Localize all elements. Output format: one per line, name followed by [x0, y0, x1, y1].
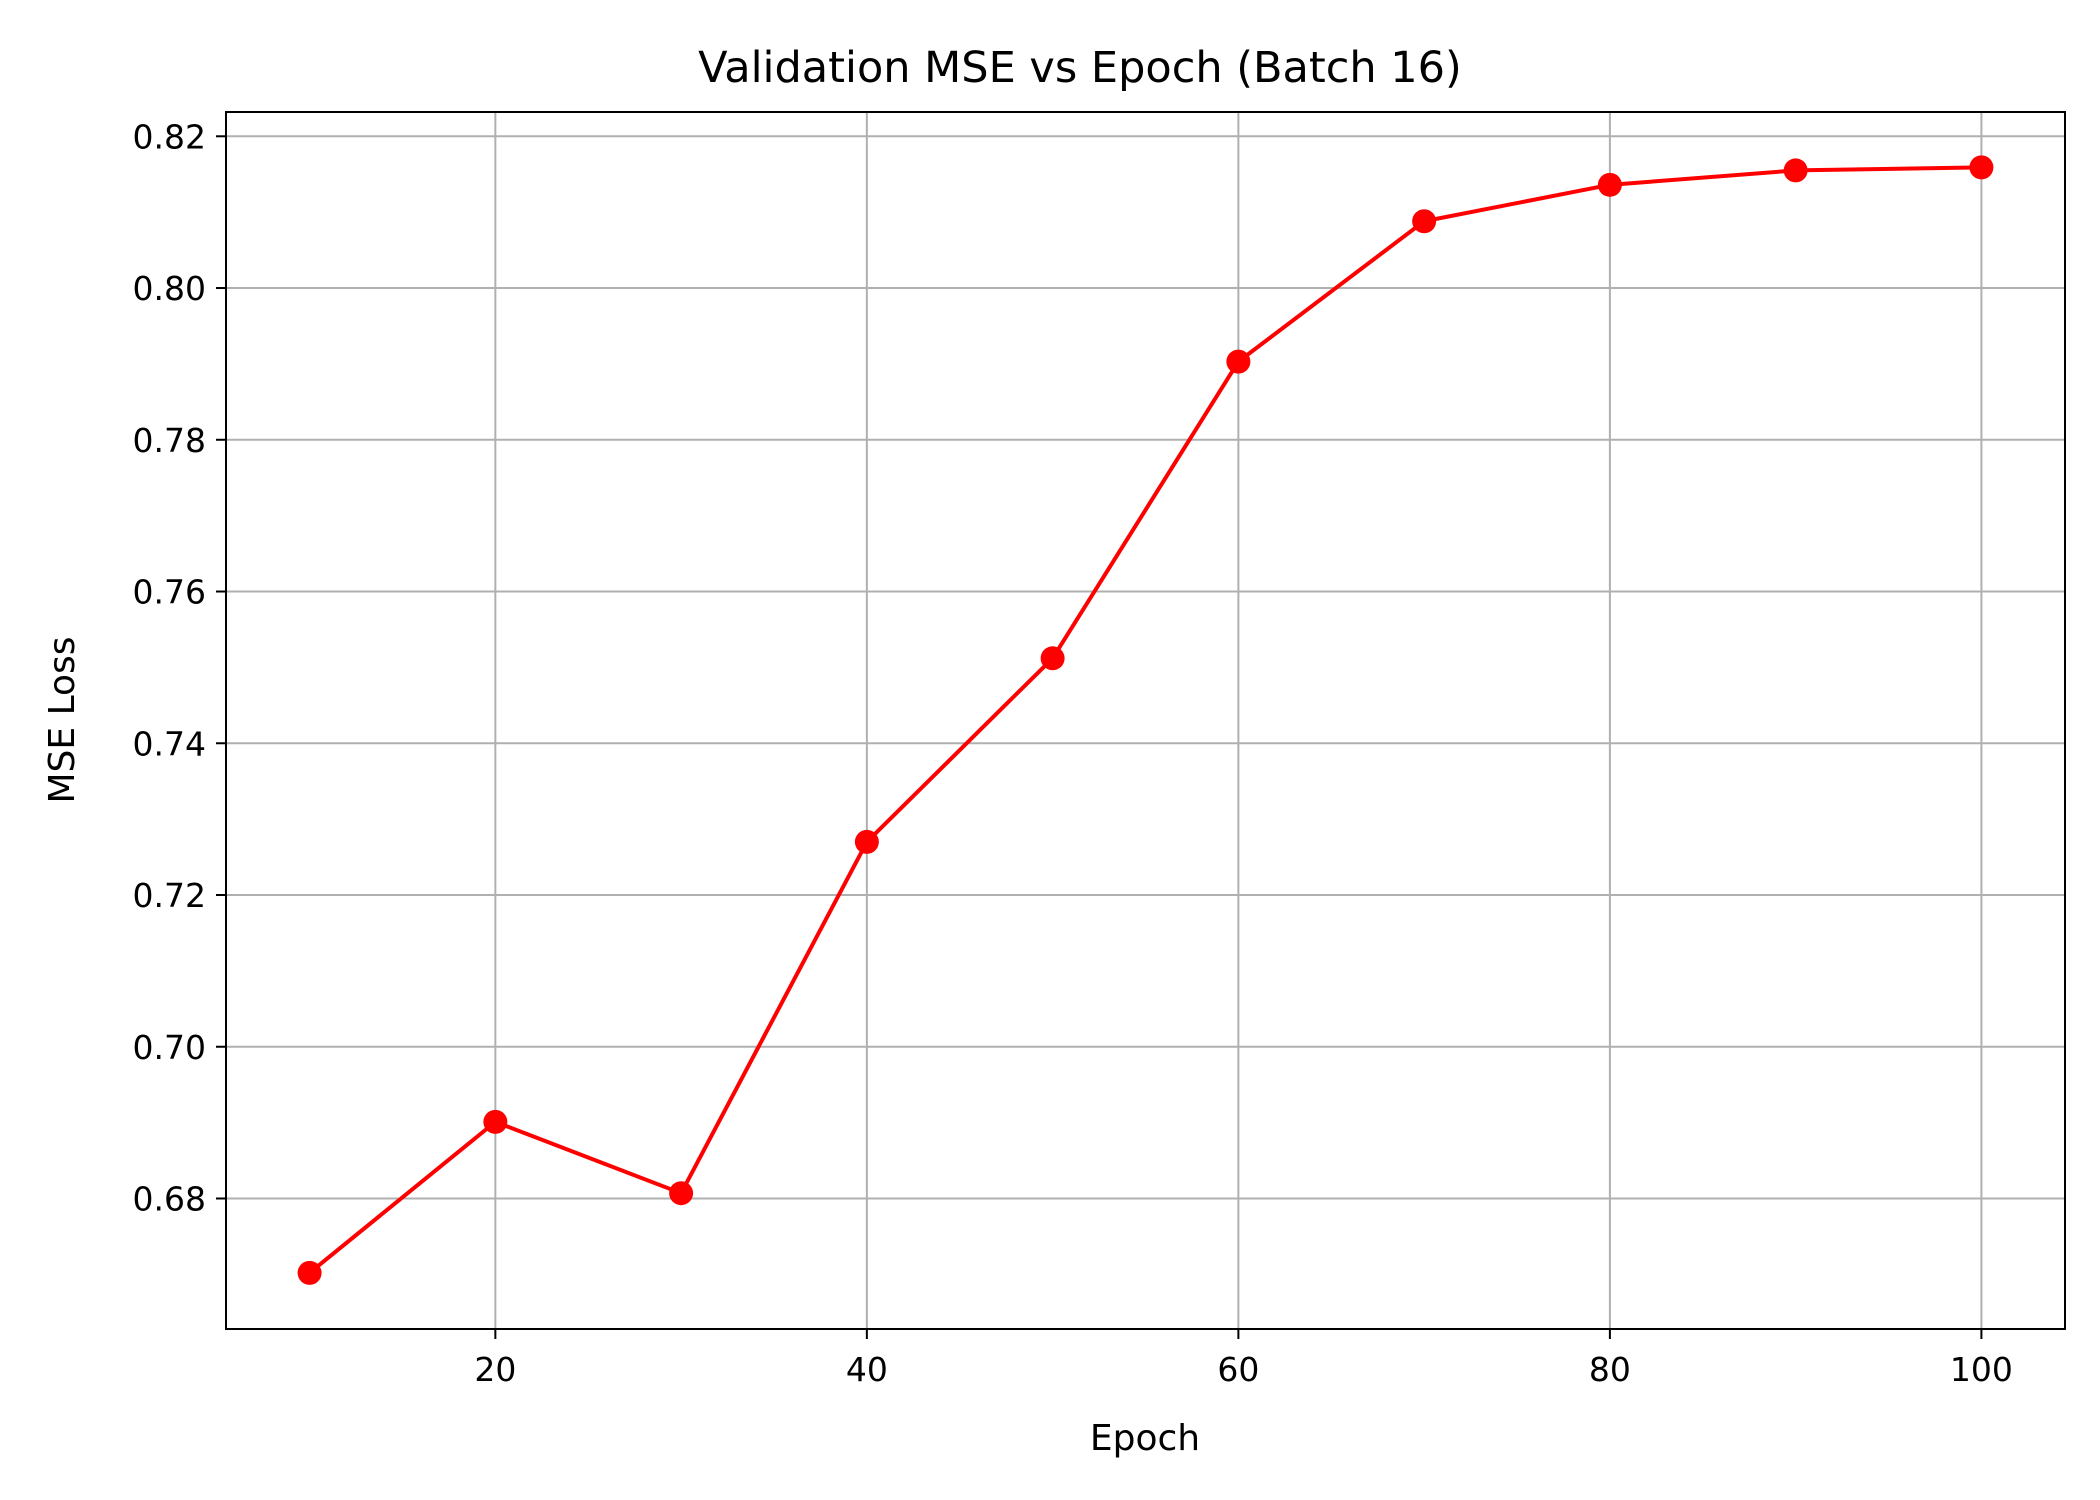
y-tick-label: 0.68: [133, 1179, 206, 1218]
y-tick-label: 0.76: [133, 573, 206, 612]
series-line: [308, 165, 1982, 1275]
x-tick-label: 20: [474, 1350, 516, 1389]
data-point: [1783, 158, 1808, 183]
data-point: [1226, 349, 1251, 374]
ticks: 20 40 60 80 100 0.68 0.70 0.72 0.74 0.76 0.78 0.80 0…: [133, 117, 2013, 1389]
chart-title: Validation MSE vs Epoch (Batch 16): [698, 43, 1462, 93]
y-tick-label: 0.78: [133, 421, 206, 460]
data-point: [297, 1260, 322, 1285]
data-point: [1412, 209, 1437, 234]
y-tick-label: 0.80: [133, 269, 206, 308]
y-tick-label: 0.74: [133, 724, 206, 763]
data-point: [854, 829, 879, 854]
data-point: [1969, 155, 1994, 180]
data-point: [669, 1181, 694, 1206]
grid: [226, 112, 2065, 1329]
y-axis-label: MSE Loss: [42, 636, 83, 803]
y-tick-label: 0.70: [133, 1028, 206, 1067]
data-point: [1040, 646, 1065, 671]
data-point: [1597, 172, 1622, 197]
plot-frame: [225, 111, 2066, 1330]
data-point: [483, 1109, 508, 1134]
x-axis-label: Epoch: [1090, 1418, 1200, 1459]
x-tick-label: 40: [846, 1350, 888, 1389]
series-layer: [297, 155, 1994, 1285]
x-tick-label: 60: [1217, 1350, 1259, 1389]
x-tick-label: 80: [1589, 1350, 1631, 1389]
y-tick-label: 0.82: [133, 117, 206, 156]
x-tick-label: 100: [1950, 1350, 2013, 1389]
y-tick-label: 0.72: [133, 876, 206, 915]
